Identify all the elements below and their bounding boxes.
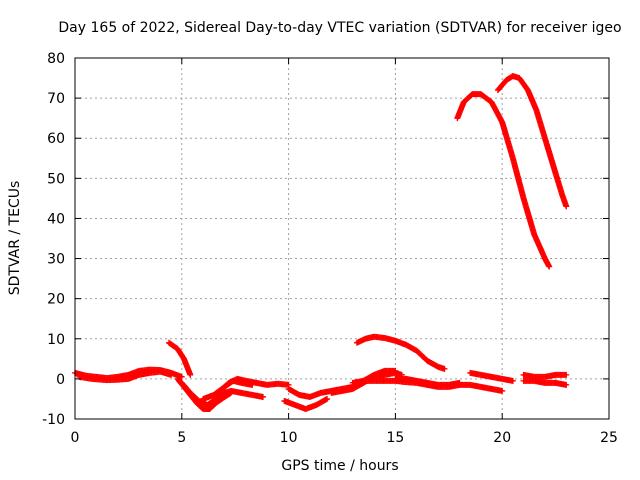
data-point <box>441 365 448 372</box>
series-trace-12 <box>353 333 448 372</box>
x-tick-label: 0 <box>71 430 80 446</box>
y-tick-label: 70 <box>47 91 65 107</box>
chart-title: Day 165 of 2022, Sidereal Day-to-day VTE… <box>58 20 621 36</box>
y-tick-label: -10 <box>42 412 65 428</box>
data-point <box>563 203 570 210</box>
data-point <box>563 371 570 378</box>
data-layer <box>72 73 570 412</box>
data-point <box>456 379 463 386</box>
data-point <box>178 373 185 380</box>
y-tick-label: 50 <box>47 171 65 187</box>
plot-frame <box>74 57 610 420</box>
x-tick-label: 25 <box>600 430 618 446</box>
data-point <box>324 395 331 402</box>
data-point <box>509 377 516 384</box>
y-tick-label: 30 <box>47 252 65 268</box>
series-trace-9 <box>281 395 331 412</box>
tick-layer: -10 0 10 20 30 40 50 60 70 80 0 5 10 15 20 25 <box>42 51 618 446</box>
y-tick-label: 40 <box>47 211 65 227</box>
data-point <box>499 387 506 394</box>
y-tick-label: 80 <box>47 51 65 67</box>
x-tick-label: 5 <box>177 430 186 446</box>
y-tick-label: 10 <box>47 332 65 348</box>
x-tick-label: 20 <box>493 430 511 446</box>
series-trace-8 <box>215 387 266 400</box>
series-trace-3 <box>165 339 194 378</box>
grid-layer <box>75 58 609 419</box>
series-trace-15 <box>467 369 516 384</box>
data-point <box>563 381 570 388</box>
y-tick-label: 0 <box>56 372 65 388</box>
series-trace-7 <box>217 375 292 394</box>
y-axis-label: SDTVAR / TECUs <box>7 181 23 296</box>
y-tick-label: 60 <box>47 131 65 147</box>
data-point <box>187 371 194 378</box>
x-tick-label: 15 <box>386 430 404 446</box>
series-trace-17 <box>520 377 570 388</box>
data-point <box>546 263 553 270</box>
data-point <box>259 393 266 400</box>
data-point <box>168 371 175 378</box>
x-axis-label: GPS time / hours <box>281 458 398 474</box>
series-trace-19 <box>494 73 570 210</box>
y-tick-label: 20 <box>47 292 65 308</box>
series-trace-2 <box>76 368 175 384</box>
series-trace-16 <box>520 371 570 380</box>
x-tick-label: 10 <box>280 430 298 446</box>
series-trace-18 <box>454 91 553 270</box>
series-trace-14 <box>392 375 463 388</box>
